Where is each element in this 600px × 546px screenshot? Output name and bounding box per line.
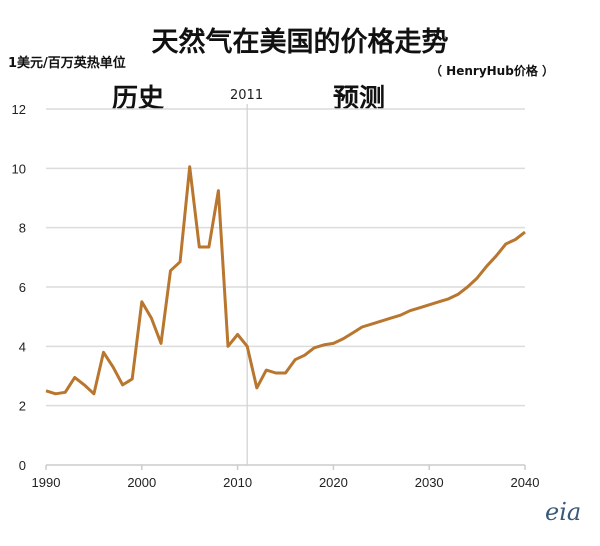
price-series-line — [45, 165, 526, 396]
x-tick-label: 2000 — [127, 475, 156, 490]
eia-logo: eia — [545, 498, 582, 526]
chart-subtitle: （ HenryHub价格 ） — [430, 64, 554, 78]
y-tick-label: 10 — [12, 161, 26, 176]
x-tick-label: 2040 — [511, 475, 540, 490]
y-tick-label: 2 — [19, 399, 26, 414]
y-tick-label: 0 — [19, 458, 26, 473]
y-axis-label: 1美元/百万英热单位 — [8, 56, 126, 71]
chart-title: 天然气在美国的价格走势 — [151, 27, 449, 58]
x-tick-label: 1990 — [32, 475, 61, 490]
x-tick-label: 2020 — [319, 475, 348, 490]
y-tick-label: 6 — [19, 280, 26, 295]
x-tick-label: 2030 — [415, 475, 444, 490]
y-tick-label: 4 — [19, 339, 26, 354]
divider-year-label: 2011 — [230, 88, 264, 103]
y-tick-label: 12 — [12, 102, 26, 117]
x-tick-label: 2010 — [223, 475, 252, 490]
y-tick-label: 8 — [19, 221, 26, 236]
